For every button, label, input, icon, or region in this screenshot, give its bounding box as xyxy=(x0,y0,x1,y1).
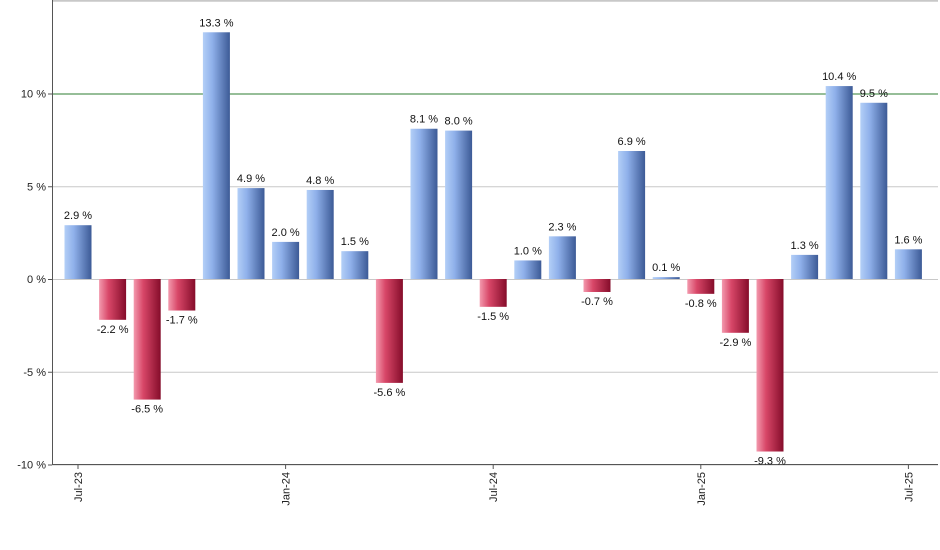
data-label: 1.0 % xyxy=(514,245,542,257)
data-label: 1.3 % xyxy=(791,240,819,252)
y-tick-label: -5 % xyxy=(23,367,46,379)
bar-Nov-23 xyxy=(202,32,230,279)
bar-Aug-23 xyxy=(99,279,127,320)
data-label: 2.3 % xyxy=(548,221,576,233)
bar-Feb-24 xyxy=(306,189,334,279)
bar-Apr-24 xyxy=(375,279,403,383)
data-label: 1.6 % xyxy=(894,234,922,246)
bar-May-24 xyxy=(410,128,438,279)
bar-Mar-25 xyxy=(756,279,784,452)
data-label: -0.8 % xyxy=(685,298,717,310)
data-label: 8.1 % xyxy=(410,114,438,126)
x-tick-label: Jan-24 xyxy=(281,472,293,506)
bars xyxy=(64,32,922,452)
bar-Jan-25 xyxy=(687,279,715,294)
data-label: -6.5 % xyxy=(131,404,163,416)
y-tick-label: 5 % xyxy=(27,181,46,193)
data-label: -0.7 % xyxy=(581,296,613,308)
y-tick-label: 0 % xyxy=(27,274,46,286)
data-label: 13.3 % xyxy=(199,17,233,29)
bar-Jul-25 xyxy=(894,249,922,279)
data-label: -2.2 % xyxy=(97,324,129,336)
bar-Jan-24 xyxy=(272,241,300,279)
x-tick-label: Jan-25 xyxy=(696,472,708,506)
bar-Jul-23 xyxy=(64,225,92,279)
data-label: 4.9 % xyxy=(237,173,265,185)
x-tick-label: Jul-25 xyxy=(903,472,915,502)
bar-Oct-24 xyxy=(583,279,611,292)
y-tick-label: 10 % xyxy=(21,89,46,101)
axes xyxy=(48,0,938,469)
data-label: 2.9 % xyxy=(64,210,92,222)
data-label: 1.5 % xyxy=(341,236,369,248)
data-label: -5.6 % xyxy=(374,387,406,399)
y-tick-label: -10 % xyxy=(17,460,46,472)
data-label: -2.9 % xyxy=(720,337,752,349)
x-tick-labels: Jul-23 Jan-24 Jul-24 Jan-25 Jul-25 xyxy=(73,472,915,506)
data-label: -1.5 % xyxy=(477,311,509,323)
data-labels: 2.9 % -2.2 % -6.5 % -1.7 % 13.3 % 4.9 % 2.0 % 4… xyxy=(64,17,923,467)
bar-Apr-25 xyxy=(791,254,819,279)
bar-Nov-24 xyxy=(618,151,646,279)
bar-Dec-23 xyxy=(237,188,265,279)
x-tick-label: Jul-23 xyxy=(73,472,85,502)
grid-lines xyxy=(52,0,938,466)
bar-Feb-25 xyxy=(721,279,749,333)
data-label: 10.4 % xyxy=(822,71,856,83)
data-label: 2.0 % xyxy=(272,227,300,239)
bar-Sep-23 xyxy=(133,279,161,400)
bar-Sep-24 xyxy=(548,236,576,279)
bar-Jul-24 xyxy=(479,279,507,307)
bar-Aug-24 xyxy=(514,260,542,279)
data-label: -1.7 % xyxy=(166,315,198,327)
data-label: 9.5 % xyxy=(860,88,888,100)
y-tick-labels: 10 % 5 % 0 % -5 % -10 % xyxy=(17,89,46,472)
bar-Jun-24 xyxy=(445,130,473,279)
bar-Mar-24 xyxy=(341,251,369,279)
x-tick-label: Jul-24 xyxy=(488,472,500,502)
data-label: 0.1 % xyxy=(652,262,680,274)
data-label: 8.0 % xyxy=(445,116,473,128)
data-label: 4.8 % xyxy=(306,175,334,187)
data-label: 6.9 % xyxy=(618,136,646,148)
bar-Oct-23 xyxy=(168,279,196,311)
bar-Jun-25 xyxy=(860,102,888,280)
bar-Dec-24 xyxy=(652,277,680,279)
bar-May-25 xyxy=(825,86,853,279)
data-label: -9.3 % xyxy=(754,456,786,468)
